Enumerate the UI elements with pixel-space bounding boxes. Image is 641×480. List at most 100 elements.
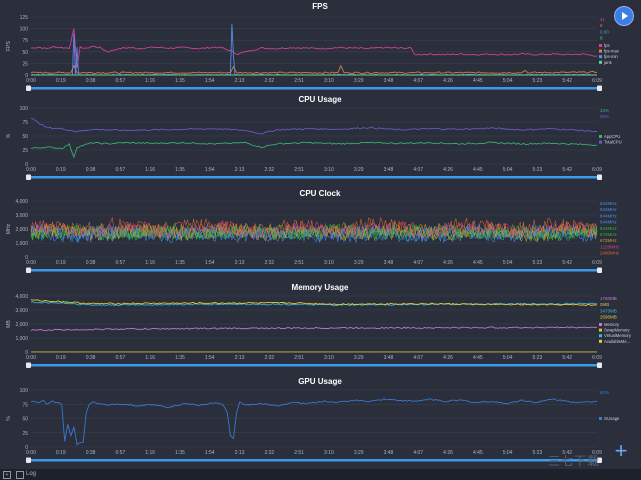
range-slider-track [28,364,600,367]
x-tick-label: 4:26 [443,260,453,266]
x-tick-label: 2:32 [264,167,274,173]
x-tick-label: 4:07 [413,450,423,456]
x-tick-label: 0:38 [86,355,96,361]
series-line-TotalCPU [30,117,597,135]
x-tick-label: 4:07 [413,355,423,361]
watermark: 三七下载 [548,454,601,468]
y-tick-label: 25 [22,61,28,67]
x-tick-label: 3:48 [384,260,394,266]
x-tick-label: 0:38 [86,450,96,456]
legend-swatch-TotalCPU [599,140,602,144]
legend-swatch-fps-min [599,55,602,59]
y-tick-label: 0 [25,162,28,168]
x-tick-label: 0:19 [56,167,66,173]
x-tick-label: 1:35 [175,450,185,456]
range-slider-start-handle [26,267,31,273]
value-label-cpu6: 672MHz [600,238,618,243]
x-tick-label: 4:26 [443,167,453,173]
x-tick-label: 2:51 [294,167,304,173]
y-axis-label: MB [6,320,12,328]
x-tick-label: 4:45 [473,78,483,84]
series-line-AppCPU [30,141,598,159]
play-button[interactable] [614,6,634,26]
series-line-GUsage [30,398,598,446]
x-tick-label: 4:26 [443,450,453,456]
x-tick-label: 4:45 [473,450,483,456]
value-label-fps: 41 [600,17,606,22]
x-tick-label: 2:32 [264,450,274,456]
x-tick-label: 1:54 [205,167,215,173]
x-tick-label: 5:42 [562,260,572,266]
x-tick-label: 5:42 [562,450,572,456]
y-tick-label: 100 [20,27,29,33]
x-tick-label: 0:19 [56,450,66,456]
legend-swatch-AvailableMemory [599,339,602,343]
x-tick-label: 2:32 [264,260,274,266]
x-tick-label: 4:45 [473,167,483,173]
legend-swatch-Memory [599,323,602,326]
value-label-cpu5: 672MHz [600,232,618,237]
y-tick-label: 75 [22,402,28,408]
x-tick-label: 4:26 [443,355,453,361]
log-checkbox[interactable] [16,471,24,479]
x-tick-label: 1:54 [205,260,215,266]
x-tick-label: 1:16 [145,260,155,266]
value-label-cpu4: 844MHz [600,226,618,231]
x-tick-label: 5:04 [503,167,513,173]
range-slider-start-handle [26,85,31,91]
x-tick-label: 4:07 [413,78,423,84]
range-slider-end-handle [597,174,602,180]
x-tick-label: 3:10 [324,78,334,84]
x-tick-label: 0:19 [56,355,66,361]
legend-swatch-jank [599,60,602,64]
status-bar: + Log [0,469,641,480]
expand-toggle[interactable]: + [3,471,11,479]
x-tick-label: 0:00 [26,355,36,361]
x-tick-label: 3:10 [324,450,334,456]
y-tick-label: 100 [20,106,29,112]
x-tick-label: 6:09 [592,260,602,266]
log-label: Log [26,471,37,477]
x-tick-label: 0:19 [56,78,66,84]
legend-swatch-fps-max [599,49,602,53]
range-slider-start-handle [26,457,31,463]
x-tick-label: 6:09 [592,450,602,456]
x-tick-label: 5:04 [503,78,513,84]
y-tick-label: 4,000 [15,294,28,300]
y-tick-label: 4,000 [15,199,28,205]
legend-entry-SwapMemory: SwapMemory [604,328,631,333]
x-tick-label: 3:48 [384,450,394,456]
range-slider-track [28,459,600,462]
y-tick-label: 25 [22,431,28,437]
legend-entry-fps-max: fps-max [604,49,620,54]
x-tick-label: 2:51 [294,78,304,84]
x-tick-label: 6:09 [592,78,602,84]
x-tick-label: 5:42 [562,78,572,84]
value-label-cpu3: 844MHz [600,220,618,225]
x-tick-label: 3:10 [324,260,334,266]
legend-entry-VirtualMemory: VirtualMemory [604,333,632,338]
x-tick-label: 3:29 [354,355,364,361]
x-tick-label: 5:04 [503,450,513,456]
range-slider-track [28,269,600,272]
y-tick-label: 0 [25,445,28,451]
x-tick-label: 5:04 [503,355,513,361]
x-tick-label: 5:23 [533,167,543,173]
series-line-cpu8 [30,216,598,239]
legend-swatch-GUsage [599,417,602,420]
x-tick-label: 3:29 [354,260,364,266]
x-tick-label: 0:00 [26,450,36,456]
series-line-fps-max [30,64,598,74]
legend-entry-jank: jank [603,60,613,65]
value-label-cpu2: 844MHz [600,213,618,218]
add-icon[interactable]: + [614,438,628,463]
range-slider-track [28,176,600,179]
x-tick-label: 4:07 [413,167,423,173]
y-tick-label: 50 [22,50,28,56]
value-label-cpu1: 844MHz [600,207,618,212]
x-tick-label: 5:23 [533,355,543,361]
x-tick-label: 1:16 [145,450,155,456]
series-line-Memory [30,326,598,332]
x-tick-label: 0:38 [86,260,96,266]
